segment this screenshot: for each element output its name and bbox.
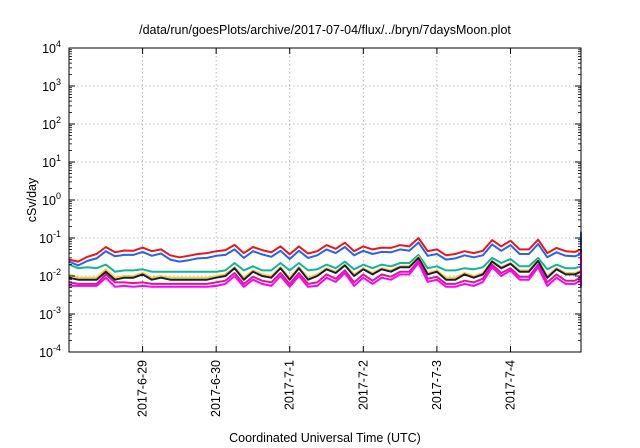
- x-tick-label: 2017-7-3: [430, 360, 444, 410]
- y-axis-label: cSv/day: [25, 177, 39, 222]
- x-tick-label: 2017-7-1: [283, 360, 297, 410]
- x-tick-label: 2017-6-29: [136, 360, 150, 417]
- x-axis-label: Coordinated Universal Time (UTC): [229, 431, 421, 445]
- axes: 10-410-310-210-11001011021031042017-6-29…: [39, 39, 582, 417]
- x-tick-label: 2017-7-2: [356, 360, 370, 410]
- x-tick-label: 2017-7-4: [503, 360, 517, 410]
- chart-title: /data/run/goesPlots/archive/2017-07-04/f…: [139, 23, 511, 37]
- x-tick-label: 2017-6-30: [209, 360, 223, 417]
- plot-frame: [68, 47, 582, 353]
